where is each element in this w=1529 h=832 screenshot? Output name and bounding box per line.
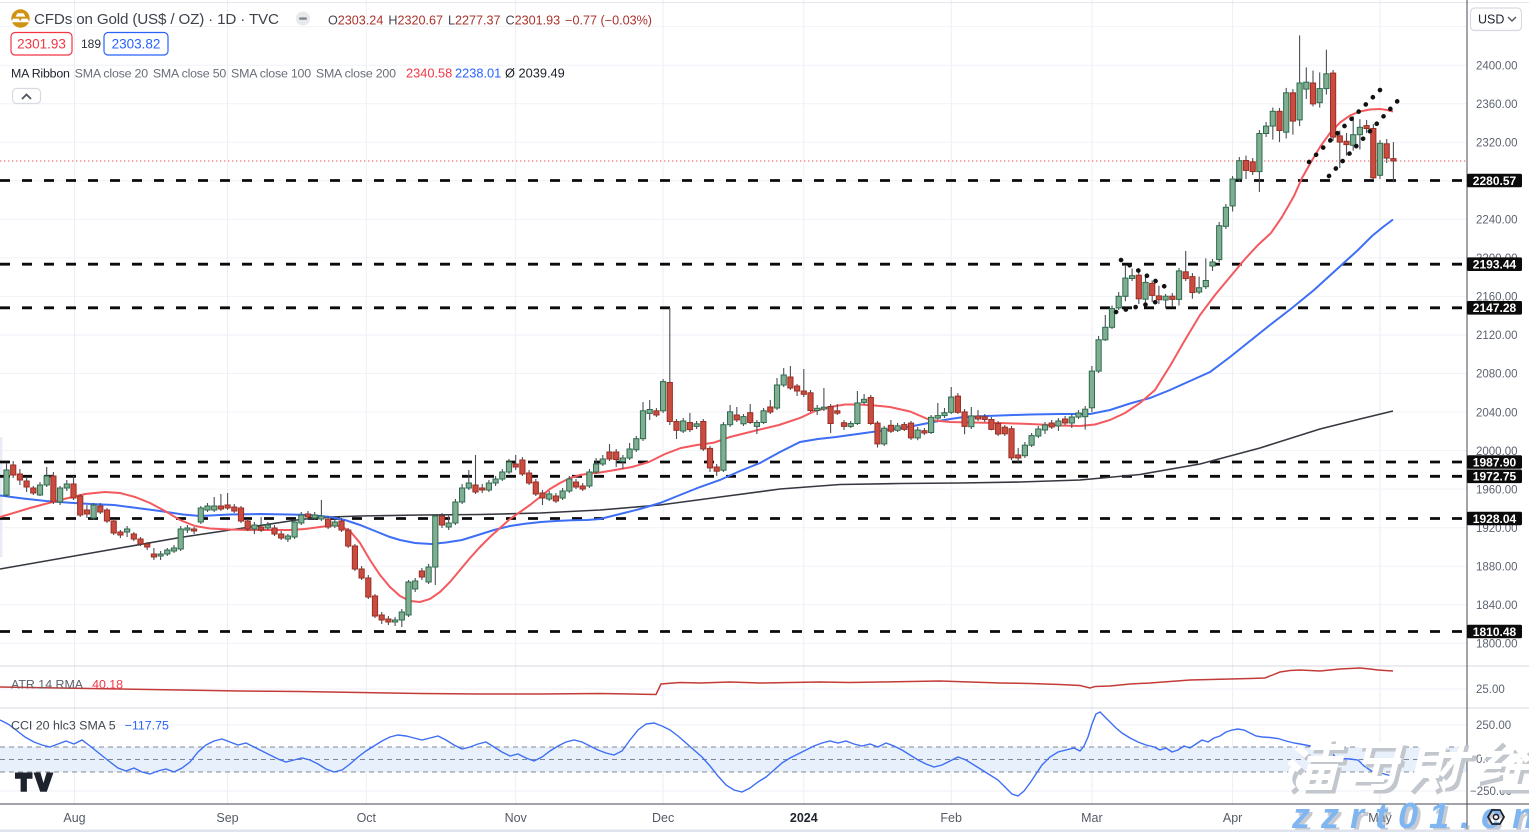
svg-text:1972.75: 1972.75 (1473, 470, 1517, 484)
svg-text:189: 189 (81, 37, 101, 51)
svg-text:Sep: Sep (216, 811, 238, 825)
svg-text:2120.00: 2120.00 (1476, 330, 1518, 342)
svg-text:1840.00: 1840.00 (1476, 600, 1518, 612)
svg-text:2240.00: 2240.00 (1476, 215, 1518, 227)
svg-text:2040.00: 2040.00 (1476, 407, 1518, 419)
svg-text:CCI 20 hlc3 SMA 5−117.75: CCI 20 hlc3 SMA 5 −117.75 (11, 719, 169, 733)
svg-text:2193.44: 2193.44 (1473, 258, 1517, 272)
svg-text:2400.00: 2400.00 (1476, 60, 1518, 72)
svg-text:Ø 2039.49: Ø 2039.49 (505, 66, 565, 81)
svg-text:2238.01: 2238.01 (455, 66, 501, 81)
svg-text:2160.00: 2160.00 (1476, 292, 1518, 304)
svg-text:1928.04: 1928.04 (1473, 512, 1517, 526)
svg-text:2000.00: 2000.00 (1476, 446, 1518, 458)
svg-text:250.00: 250.00 (1476, 720, 1511, 732)
svg-text:May: May (1368, 811, 1392, 825)
svg-text:Mar: Mar (1081, 811, 1103, 825)
svg-text:Dec: Dec (652, 811, 674, 825)
svg-text:2303.82: 2303.82 (112, 37, 161, 52)
svg-text:1810.48: 1810.48 (1473, 625, 1517, 639)
svg-text:Apr: Apr (1223, 811, 1242, 825)
svg-text:2024: 2024 (790, 811, 818, 825)
svg-text:zzrt01.cn: zzrt01.cn (1291, 795, 1529, 832)
svg-text:CFDs on Gold (US$ / OZ) · 1D ·: CFDs on Gold (US$ / OZ) · 1D · TVC (34, 11, 279, 28)
svg-text:1920.00: 1920.00 (1476, 523, 1518, 535)
svg-text:25.00: 25.00 (1476, 684, 1505, 696)
svg-text:2147.28: 2147.28 (1473, 301, 1517, 315)
svg-text:USD: USD (1478, 13, 1504, 27)
svg-text:1800.00: 1800.00 (1476, 639, 1518, 651)
svg-text:2280.57: 2280.57 (1473, 174, 1517, 188)
svg-text:1960.00: 1960.00 (1476, 484, 1518, 496)
svg-text:Feb: Feb (940, 811, 962, 825)
svg-text:2320.00: 2320.00 (1476, 137, 1518, 149)
svg-text:Aug: Aug (63, 811, 85, 825)
svg-text:Nov: Nov (505, 811, 528, 825)
svg-text:1987.90: 1987.90 (1473, 455, 1517, 469)
svg-text:1880.00: 1880.00 (1476, 561, 1518, 573)
svg-text:2360.00: 2360.00 (1476, 99, 1518, 111)
svg-text:Oct: Oct (357, 811, 377, 825)
svg-text:2340.58: 2340.58 (406, 66, 452, 81)
svg-text:2301.93: 2301.93 (17, 37, 66, 52)
svg-text:2080.00: 2080.00 (1476, 369, 1518, 381)
